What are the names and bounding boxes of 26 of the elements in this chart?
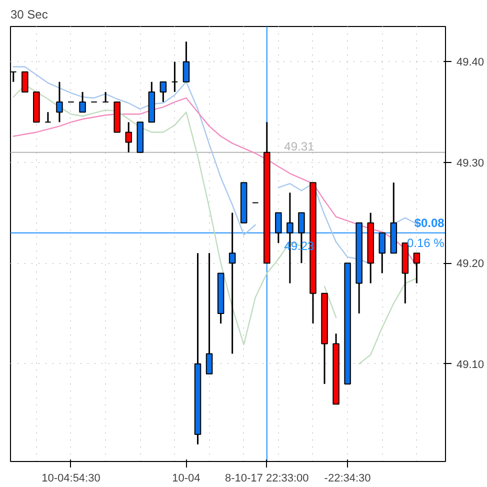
candlestick xyxy=(206,252,213,375)
x-tick-label: 10-04:54:30 xyxy=(42,472,100,484)
candlestick xyxy=(171,60,178,93)
candlestick xyxy=(22,71,28,92)
candlestick xyxy=(160,81,167,103)
ref-line-label: 49.31 xyxy=(284,139,315,154)
candlestick xyxy=(56,81,63,123)
candlestick xyxy=(378,232,386,274)
x-tick-label: 8-10-17 22:33:00 xyxy=(224,472,309,484)
annotation: $0.08 xyxy=(414,216,445,230)
candlestick xyxy=(44,111,52,123)
y-tick-label: 49.40 xyxy=(456,56,484,69)
y-tick-label: 49.10 xyxy=(456,358,484,371)
candlestick xyxy=(182,40,190,83)
x-tick-label: 10-04 xyxy=(172,472,200,484)
candlestick xyxy=(79,91,86,113)
y-tick-label: 49.30 xyxy=(456,157,484,170)
candlestick xyxy=(413,252,420,284)
annotation: 0.16 % xyxy=(406,236,445,250)
candlestick xyxy=(275,212,282,244)
x-tick-label: -22:34:30 xyxy=(324,472,371,484)
candlestick xyxy=(102,91,109,103)
chart-title: 30 Sec xyxy=(10,8,48,22)
candlestick xyxy=(228,212,236,355)
candlestick xyxy=(125,121,132,154)
y-tick-label: 49.20 xyxy=(456,258,484,270)
